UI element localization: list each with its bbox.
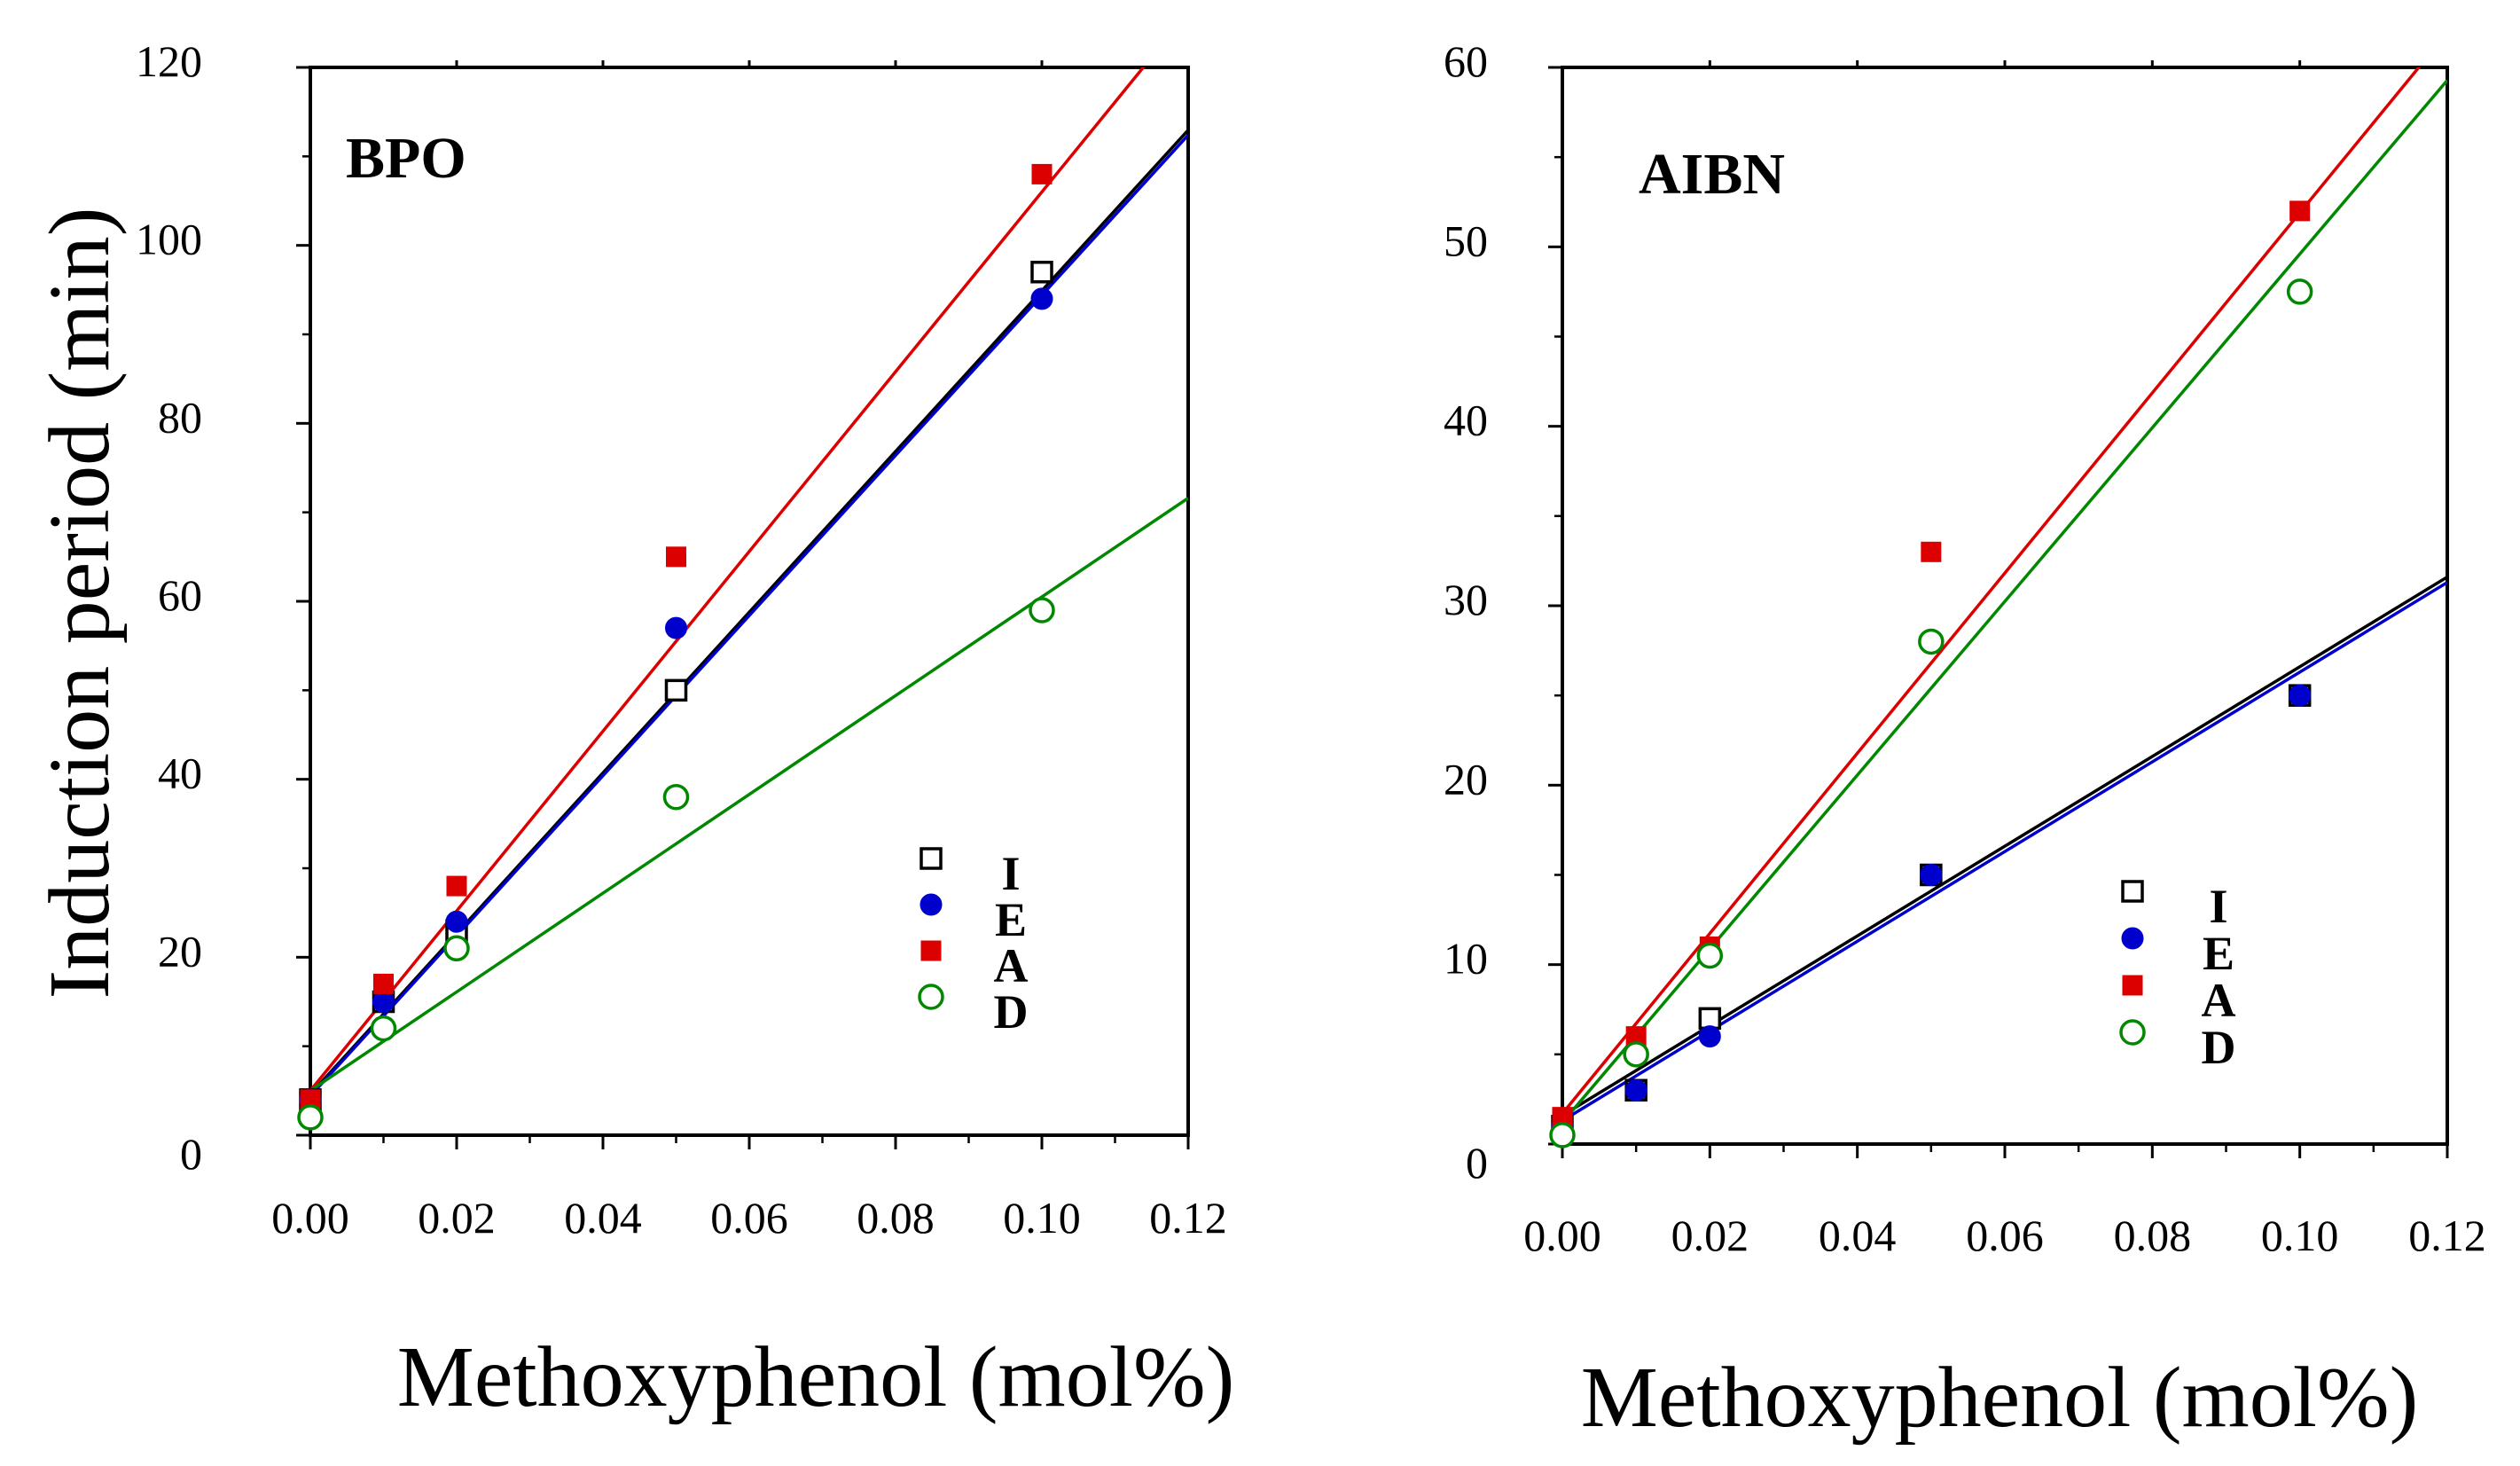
legend-marker	[2121, 880, 2144, 903]
data-point	[664, 678, 688, 702]
legend-marker	[2121, 927, 2144, 950]
y-tick-label: 120	[136, 36, 202, 86]
x-tick-label: 0.08	[857, 1193, 935, 1243]
data-point	[1920, 864, 1943, 886]
y-tick-label: 10	[1444, 934, 1488, 984]
legend-label: D	[2202, 1021, 2236, 1074]
y-tick-label: 50	[1444, 216, 1488, 265]
data-point	[446, 875, 467, 897]
legend-marker	[918, 984, 944, 1010]
x-tick-label: 0.12	[1149, 1193, 1227, 1243]
legend-label: I	[1001, 847, 1020, 900]
x-axis-title: Methoxyphenol (mol%)	[1581, 1350, 2418, 1446]
plot-frame	[1561, 66, 2449, 1146]
x-tick-label: 0.12	[2408, 1211, 2486, 1260]
y-tick-label: 0	[1466, 1138, 1488, 1188]
legend-label: I	[2209, 880, 2227, 933]
x-axis-title: Methoxyphenol (mol%)	[397, 1329, 1234, 1425]
x-tick-label: 0.00	[271, 1193, 349, 1243]
series-I	[1551, 684, 2312, 1138]
legend-label: A	[994, 939, 1029, 992]
y-axis-title: Induction period (min)	[32, 208, 128, 1000]
data-point	[2289, 200, 2311, 222]
data-point	[1921, 541, 1942, 562]
x-tick-label: 0.04	[564, 1193, 642, 1243]
y-tick-label: 80	[158, 392, 202, 442]
y-tick-label: 60	[158, 570, 202, 620]
legend-label: E	[2203, 927, 2234, 980]
series-A	[300, 163, 1053, 1110]
x-tick-label: 0.10	[2261, 1211, 2339, 1260]
y-tick-label: 0	[180, 1129, 202, 1179]
fit-line-I	[1562, 576, 2447, 1117]
data-point	[297, 1104, 324, 1131]
data-point	[1698, 1007, 1722, 1031]
data-point	[1030, 261, 1053, 284]
data-point	[2289, 684, 2312, 707]
y-tick-label: 20	[1444, 754, 1488, 804]
data-point	[1918, 628, 1945, 655]
x-tick-label: 0.04	[1819, 1211, 1897, 1260]
data-point	[665, 616, 687, 639]
y-tick-label: 20	[158, 926, 202, 976]
x-tick-label: 0.10	[1003, 1193, 1081, 1243]
y-tick-label: 40	[1444, 396, 1488, 445]
x-tick-label: 0.00	[1523, 1211, 1601, 1260]
fit-line-E	[1562, 581, 2447, 1123]
legend-label: E	[995, 893, 1027, 946]
legend-marker	[920, 940, 942, 961]
series-E	[1551, 684, 2312, 1138]
legend-marker	[920, 847, 943, 870]
x-tick-label: 0.02	[418, 1193, 496, 1243]
data-point	[1624, 1078, 1647, 1101]
y-tick-label: 100	[136, 215, 202, 264]
data-point	[1623, 1041, 1649, 1068]
panel-title: BPO	[346, 126, 466, 191]
panel-title: AIBN	[1639, 142, 1785, 207]
data-point	[1698, 1025, 1721, 1048]
data-point	[445, 910, 468, 933]
data-point	[1696, 942, 1724, 969]
fit-line-E	[310, 134, 1188, 1098]
x-tick-label: 0.06	[710, 1193, 788, 1243]
plot-frame	[309, 66, 1190, 1137]
fit-line-D	[1562, 79, 2447, 1124]
data-point	[1029, 597, 1055, 623]
aibn-panel: 0.00 0.02 0.04 0.06 0.08 0.10 0.12 0 10 20 30 40 50 6…	[1444, 36, 2486, 1446]
data-point	[373, 973, 394, 994]
legend-marker	[2122, 975, 2143, 996]
data-point	[1031, 163, 1053, 184]
legend-marker	[2119, 1019, 2146, 1046]
y-tick-label: 60	[1444, 36, 1488, 86]
data-point	[666, 546, 686, 568]
series-D	[1549, 278, 2313, 1148]
data-point	[2286, 278, 2313, 305]
legend-marker	[920, 893, 943, 916]
y-tick-label: 40	[158, 749, 202, 798]
data-point	[372, 991, 395, 1013]
series-D	[297, 597, 1055, 1131]
data-point	[443, 935, 470, 962]
data-point	[370, 1015, 397, 1042]
bpo-panel: 0.00 0.02 0.04 0.06 0.08 0.10 0.12 0 20 40 60 80 100…	[32, 36, 1234, 1425]
data-point	[1030, 287, 1053, 310]
y-tick-label: 30	[1444, 575, 1488, 624]
legend-label: A	[2202, 974, 2236, 1027]
data-point	[662, 783, 690, 811]
x-tick-label: 0.06	[1966, 1211, 2044, 1260]
x-tick-label: 0.02	[1671, 1211, 1749, 1260]
fit-line-D	[310, 497, 1188, 1093]
data-point	[1549, 1122, 1576, 1148]
x-tick-label: 0.08	[2114, 1211, 2192, 1260]
legend-label: D	[994, 985, 1029, 1039]
